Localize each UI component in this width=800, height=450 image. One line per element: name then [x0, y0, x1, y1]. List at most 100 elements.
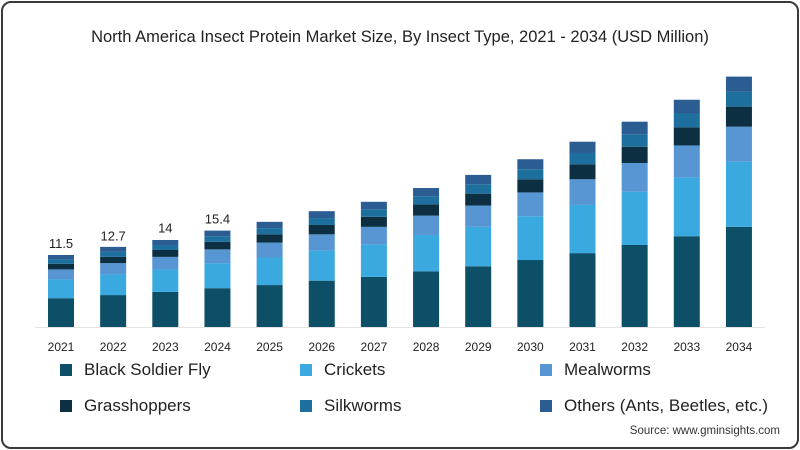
bar-segment-black-soldier-fly-2021 [48, 298, 74, 327]
x-tick-label: 2023 [152, 340, 179, 354]
legend-label: Black Soldier Fly [84, 360, 211, 379]
x-tick-label: 2031 [569, 340, 596, 354]
bar-segment-grasshoppers-2030 [517, 179, 544, 193]
legend-label: Mealworms [564, 360, 651, 379]
bar-segment-silkworms-2023 [152, 244, 179, 251]
bar-segment-black-soldier-fly-2033 [673, 236, 700, 327]
legend-label: Others (Ants, Beetles, etc.) [564, 396, 769, 415]
bar-segment-grasshoppers-2025 [256, 234, 283, 243]
bar-segment-black-soldier-fly-2024 [204, 288, 231, 327]
bar-segment-silkworms-2022 [100, 251, 127, 257]
bar-segment-grasshoppers-2029 [465, 193, 492, 206]
bar-segment-silkworms-2024 [204, 236, 231, 242]
legend-swatch [300, 400, 312, 412]
bar-segment-silkworms-2026 [308, 218, 335, 225]
x-tick-label: 2034 [726, 340, 753, 354]
bar-segment-black-soldier-fly-2032 [621, 244, 648, 327]
bar-segment-crickets-2028 [413, 234, 440, 272]
chart-title: North America Insect Protein Market Size… [91, 28, 709, 46]
bar-segment-others-ants-beetles-etc-2021 [48, 255, 74, 260]
bar-segment-silkworms-2029 [465, 184, 492, 194]
bar-segment-others-ants-beetles-etc-2026 [308, 211, 335, 219]
legend-label: Silkworms [324, 396, 402, 415]
bar-segment-silkworms-2034 [725, 91, 752, 107]
bar-segment-silkworms-2033 [673, 113, 700, 128]
bar-segment-crickets-2021 [48, 279, 74, 299]
bar-segment-crickets-2029 [465, 226, 492, 267]
bar-segment-mealworms-2023 [152, 256, 179, 270]
bar-segment-crickets-2031 [569, 204, 596, 254]
legend-swatch [60, 400, 72, 412]
data-label: 11.5 [49, 236, 73, 251]
bar-segment-mealworms-2029 [465, 205, 492, 227]
bar-segment-others-ants-beetles-etc-2031 [569, 141, 596, 153]
bar-segment-grasshoppers-2024 [204, 241, 231, 250]
bar-segment-grasshoppers-2023 [152, 250, 179, 257]
legend-swatch [540, 364, 552, 376]
bar-segment-mealworms-2031 [569, 179, 596, 205]
x-tick-label: 2024 [204, 340, 231, 354]
bar-segment-silkworms-2021 [48, 259, 74, 264]
bar-segment-grasshoppers-2028 [413, 204, 440, 216]
bar-segment-silkworms-2031 [569, 152, 596, 165]
bar-segment-grasshoppers-2032 [621, 146, 648, 163]
bar-segment-others-ants-beetles-etc-2025 [256, 221, 283, 229]
legend-item: Crickets [300, 360, 385, 380]
legend-swatch [300, 364, 312, 376]
bar-segment-black-soldier-fly-2022 [100, 295, 127, 327]
bar-segment-others-ants-beetles-etc-2024 [204, 230, 231, 237]
bar-segment-mealworms-2033 [673, 145, 700, 178]
x-tick-label: 2032 [621, 340, 648, 354]
bar-segment-mealworms-2025 [256, 242, 283, 258]
bar-segment-mealworms-2030 [517, 192, 544, 217]
data-label: 14 [158, 220, 172, 235]
data-label: 15.4 [205, 212, 230, 227]
legend-label: Grasshoppers [84, 396, 191, 415]
bar-segment-mealworms-2022 [100, 263, 127, 275]
bar-segment-crickets-2022 [100, 274, 127, 296]
bar-segment-grasshoppers-2027 [360, 216, 387, 227]
bar-segment-silkworms-2030 [517, 169, 544, 180]
bar-segment-crickets-2026 [308, 250, 335, 281]
legend-item: Others (Ants, Beetles, etc.) [540, 396, 768, 416]
bar-segment-crickets-2025 [256, 257, 283, 286]
bar-segment-black-soldier-fly-2027 [360, 276, 387, 327]
bar-segment-others-ants-beetles-etc-2032 [621, 121, 648, 135]
legend-swatch [540, 400, 552, 412]
x-tick-label: 2029 [465, 340, 492, 354]
bar-segment-crickets-2027 [360, 244, 387, 277]
bar-segment-others-ants-beetles-etc-2022 [100, 246, 127, 252]
x-tick-label: 2030 [517, 340, 544, 354]
bar-segment-grasshoppers-2034 [725, 106, 752, 127]
legend-item: Silkworms [300, 396, 401, 416]
bar-segment-grasshoppers-2022 [100, 256, 127, 264]
bar-segment-silkworms-2028 [413, 196, 440, 205]
x-tick-label: 2025 [256, 340, 283, 354]
bar-segment-grasshoppers-2033 [673, 127, 700, 146]
bar-segment-grasshoppers-2031 [569, 164, 596, 180]
bar-segment-black-soldier-fly-2030 [517, 260, 544, 327]
x-tick-label: 2033 [673, 340, 700, 354]
bar-segment-others-ants-beetles-etc-2033 [673, 99, 700, 114]
bar-segment-black-soldier-fly-2029 [465, 266, 492, 327]
bar-segment-others-ants-beetles-etc-2034 [725, 76, 752, 92]
bar-segment-mealworms-2034 [725, 126, 752, 162]
bar-segment-crickets-2034 [725, 161, 752, 227]
bar-segment-black-soldier-fly-2031 [569, 253, 596, 327]
bar-segment-grasshoppers-2021 [48, 263, 74, 270]
legend-label: Crickets [324, 360, 386, 379]
bar-segment-crickets-2023 [152, 269, 179, 292]
bar-segment-others-ants-beetles-etc-2029 [465, 174, 492, 185]
bar-segment-mealworms-2021 [48, 269, 74, 280]
x-tick-label: 2028 [413, 340, 440, 354]
bar-segment-silkworms-2032 [621, 134, 648, 147]
bar-segment-mealworms-2027 [360, 226, 387, 245]
bar-segment-black-soldier-fly-2026 [308, 280, 335, 327]
data-label: 12.7 [100, 228, 125, 243]
source-note: Source: www.gminsights.com [629, 425, 780, 437]
bar-segment-mealworms-2028 [413, 215, 440, 235]
legend-item: Mealworms [540, 360, 651, 380]
x-tick-label: 2022 [100, 340, 127, 354]
